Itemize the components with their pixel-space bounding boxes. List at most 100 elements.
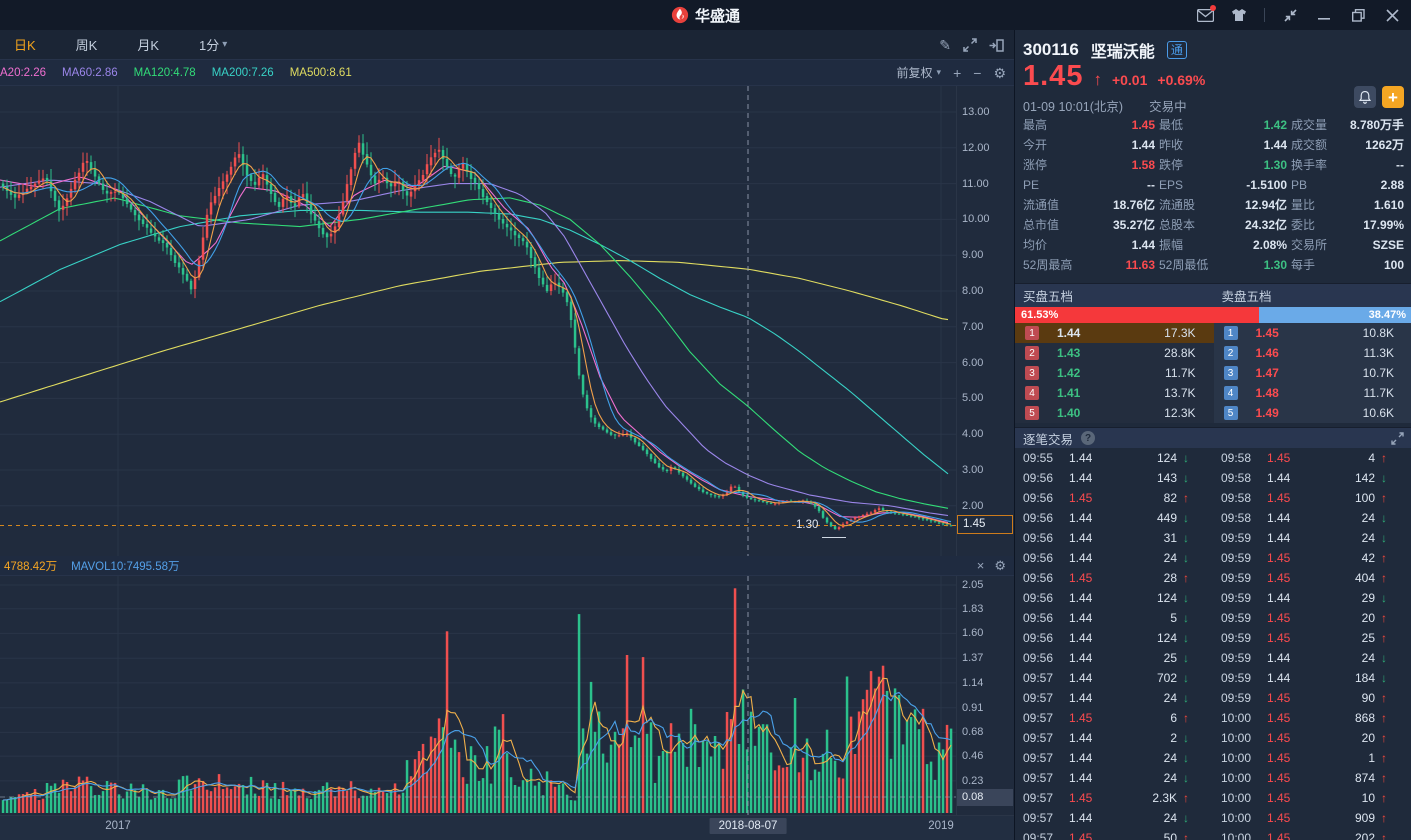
trade-price: 1.44: [1069, 551, 1093, 565]
volume-chart[interactable]: [0, 576, 1014, 815]
ask-level-3[interactable]: 3 1.47 10.7K: [1213, 363, 1411, 383]
price-axis-tick: 10.00: [962, 213, 990, 226]
gear-icon[interactable]: ⚙: [993, 64, 1006, 81]
trade-row[interactable]: 09:56 1.44 124 ↓ 09:59 1.44 29 ↓: [1015, 588, 1411, 608]
trade-time: 09:56: [1023, 571, 1054, 585]
trade-row[interactable]: 09:56 1.44 25 ↓ 09:59 1.44 24 ↓: [1015, 648, 1411, 668]
quote-panel: 300116 坚瑞沃能 通 1.45 ↑ +0.01 +0.69% 01-09 …: [1014, 30, 1411, 840]
trade-row[interactable]: 09:55 1.44 124 ↓ 09:58 1.45 4 ↑: [1015, 448, 1411, 468]
trade-row[interactable]: 09:56 1.44 449 ↓ 09:58 1.44 24 ↓: [1015, 508, 1411, 528]
draw-pencil-icon[interactable]: ✎: [939, 36, 951, 53]
notification-dot: [1210, 5, 1216, 11]
close-button[interactable]: [1383, 7, 1401, 23]
trade-volume: 50: [1163, 831, 1177, 840]
level-volume: 10.7K: [1362, 366, 1394, 380]
bid-level-2[interactable]: 2 1.43 28.8K: [1015, 343, 1214, 363]
info-cell: 量比 1.610: [1287, 195, 1411, 215]
trade-row[interactable]: 09:57 1.45 6 ↑ 10:00 1.45 868 ↑: [1015, 708, 1411, 728]
info-row: PE -- EPS -1.5100 PB 2.88: [1015, 175, 1411, 195]
trade-price: 1.45: [1267, 631, 1291, 645]
trade-time: 09:59: [1221, 631, 1252, 645]
trade-price: 1.44: [1069, 591, 1093, 605]
trade-row[interactable]: 09:56 1.44 24 ↓ 09:59 1.45 42 ↑: [1015, 548, 1411, 568]
info-label: 委比: [1291, 218, 1316, 232]
level-price: 1.48: [1255, 386, 1279, 400]
tab-日K[interactable]: 日K: [14, 38, 36, 53]
ask-level-1[interactable]: 1 1.45 10.8K: [1213, 323, 1411, 343]
last-price: 1.45: [1023, 60, 1084, 92]
up-arrow-icon: ↑: [1381, 551, 1387, 565]
adjust-mode-select[interactable]: 前复权 ▾: [897, 64, 942, 81]
volume-chart-pane[interactable]: 2.05 1.83 1.60 1.37 1.14 0.91 0.68 0.46 0.23 0.0…: [0, 576, 1014, 815]
price-axis-tick: 8.00: [962, 285, 984, 297]
trade-time: 09:56: [1023, 651, 1054, 665]
trade-row[interactable]: 09:57 1.45 50 ↑ 10:00 1.45 202 ↑: [1015, 828, 1411, 840]
volume-indicator-row: 4788.42万 MAVOL10:7495.58万 × ⚙: [0, 556, 1014, 576]
zoom-out-button[interactable]: −: [973, 64, 982, 81]
info-cell: 今开 1.44: [1015, 135, 1155, 155]
bid-level-4[interactable]: 4 1.41 13.7K: [1015, 383, 1214, 403]
trade-volume: 24: [1163, 771, 1177, 785]
minimize-button[interactable]: [1315, 7, 1333, 23]
tab-1分[interactable]: 1分 ▾: [199, 38, 228, 53]
tab-月K[interactable]: 月K: [137, 38, 160, 53]
trade-price: 1.44: [1069, 751, 1093, 765]
theme-skin-icon[interactable]: [1230, 7, 1248, 23]
candlestick-chart[interactable]: [0, 86, 1014, 556]
info-value: 11.63: [1125, 258, 1155, 272]
trade-volume: 184: [1354, 671, 1375, 685]
info-label: 交易所: [1291, 238, 1328, 252]
mail-icon[interactable]: [1196, 5, 1216, 23]
trade-time: 09:57: [1023, 811, 1054, 825]
volume-gear-icon[interactable]: ⚙: [994, 558, 1006, 573]
trade-volume: 100: [1354, 491, 1375, 505]
trade-row[interactable]: 09:56 1.44 143 ↓ 09:58 1.44 142 ↓: [1015, 468, 1411, 488]
trade-row[interactable]: 09:57 1.44 24 ↓ 10:00 1.45 874 ↑: [1015, 768, 1411, 788]
bid-level-1[interactable]: 1 1.44 17.3K: [1015, 323, 1214, 343]
trade-row[interactable]: 09:56 1.44 31 ↓ 09:59 1.44 24 ↓: [1015, 528, 1411, 548]
info-cell: 流通股 12.94亿: [1155, 195, 1287, 215]
info-label: 流通值: [1023, 198, 1060, 212]
trade-row[interactable]: 09:57 1.44 24 ↓ 10:00 1.45 1 ↑: [1015, 748, 1411, 768]
info-value: 2.88: [1380, 178, 1404, 192]
zoom-in-button[interactable]: +: [953, 64, 962, 81]
alert-bell-button[interactable]: [1354, 86, 1376, 108]
trade-time: 10:00: [1221, 811, 1252, 825]
price-axis-tick: 12.00: [962, 141, 990, 154]
help-icon[interactable]: ?: [1081, 431, 1096, 445]
bid-level-5[interactable]: 5 1.40 12.3K: [1015, 403, 1214, 423]
restore-button[interactable]: [1349, 7, 1367, 23]
ma-label-0: A20:2.26: [0, 66, 47, 79]
price-chart-pane[interactable]: 13.00 12.00 11.00 10.00 9.00 8.00 7.00 6.00 5.00…: [0, 86, 1014, 556]
trade-row[interactable]: 09:56 1.44 5 ↓ 09:59 1.45 20 ↑: [1015, 608, 1411, 628]
trade-row[interactable]: 09:57 1.44 2 ↓ 10:00 1.45 20 ↑: [1015, 728, 1411, 748]
ask-level-4[interactable]: 4 1.48 11.7K: [1213, 383, 1411, 403]
add-to-watchlist-button[interactable]: +: [1382, 86, 1404, 108]
ask-level-2[interactable]: 2 1.46 11.3K: [1213, 343, 1411, 363]
ask-level-5[interactable]: 5 1.49 10.6K: [1213, 403, 1411, 423]
trade-time: 09:58: [1221, 471, 1252, 485]
trade-row[interactable]: 09:56 1.45 28 ↑ 09:59 1.45 404 ↑: [1015, 568, 1411, 588]
trade-row[interactable]: 09:56 1.45 82 ↑ 09:58 1.45 100 ↑: [1015, 488, 1411, 508]
bid-level-3[interactable]: 3 1.42 11.7K: [1015, 363, 1214, 383]
trade-row[interactable]: 09:57 1.44 24 ↓ 09:59 1.45 90 ↑: [1015, 688, 1411, 708]
trade-row[interactable]: 09:57 1.44 24 ↓ 10:00 1.45 909 ↑: [1015, 808, 1411, 828]
level-price: 1.44: [1057, 326, 1081, 340]
fullscreen-icon[interactable]: [963, 38, 977, 52]
side-panel-toggle-icon[interactable]: [989, 38, 1004, 52]
expand-trades-icon[interactable]: [1391, 431, 1404, 445]
trade-volume: 202: [1354, 831, 1375, 840]
trade-time: 09:57: [1023, 771, 1054, 785]
trade-row[interactable]: 09:57 1.44 702 ↓ 09:59 1.44 184 ↓: [1015, 668, 1411, 688]
trade-row[interactable]: 09:56 1.44 124 ↓ 09:59 1.45 25 ↑: [1015, 628, 1411, 648]
info-value: 1.44: [1131, 138, 1155, 152]
tab-周K[interactable]: 周K: [75, 38, 98, 53]
level-volume: 11.3K: [1363, 346, 1394, 360]
info-row: 今开 1.44 昨收 1.44 成交额 1262万: [1015, 135, 1411, 155]
volume-axis-tick: 0.23: [962, 774, 984, 787]
close-indicator-icon[interactable]: ×: [976, 558, 985, 573]
level-volume: 11.7K: [1165, 366, 1196, 380]
trade-row[interactable]: 09:57 1.45 2.3K ↑ 10:00 1.45 10 ↑: [1015, 788, 1411, 808]
collapse-window-icon[interactable]: [1281, 7, 1299, 23]
